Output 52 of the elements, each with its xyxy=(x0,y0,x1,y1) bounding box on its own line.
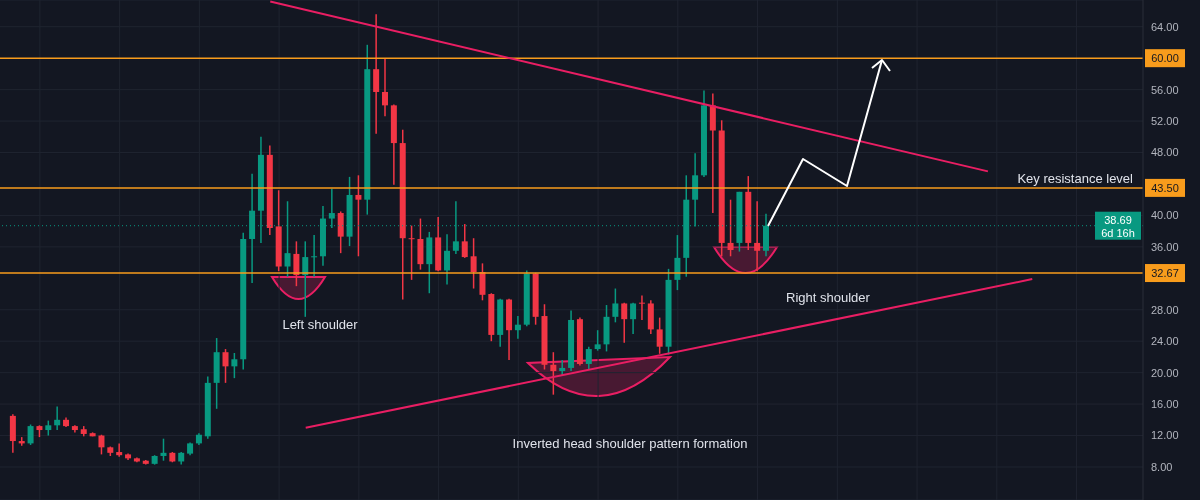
candlestick xyxy=(408,224,415,281)
y-tick-label: 24.00 xyxy=(1151,335,1179,348)
y-tick-label: 40.00 xyxy=(1151,209,1179,222)
candlestick xyxy=(621,301,628,344)
y-tick-label: 48.00 xyxy=(1151,146,1179,159)
annotation: Left shoulder xyxy=(282,317,359,332)
y-tick-label: 28.00 xyxy=(1151,303,1179,316)
candlestick xyxy=(27,423,34,446)
candlestick xyxy=(54,405,61,431)
candlestick xyxy=(311,234,318,278)
candlestick xyxy=(222,348,229,384)
candlestick xyxy=(630,301,637,335)
candlestick xyxy=(470,237,477,290)
candlestick xyxy=(559,359,566,376)
annotation: Key resistance level xyxy=(1017,171,1134,186)
candlestick xyxy=(461,223,468,259)
candlestick xyxy=(612,287,619,324)
annotation: 6d 16h xyxy=(1101,226,1135,239)
candlestick xyxy=(594,329,601,352)
candlestick xyxy=(373,13,380,135)
y-tick-label: 52.00 xyxy=(1151,114,1179,127)
candlestick xyxy=(160,437,167,462)
y-tick-label: 8.00 xyxy=(1151,460,1173,473)
candlestick xyxy=(355,174,362,258)
annotation: Inverted head shoulder pattern formation xyxy=(512,436,748,451)
candlestick xyxy=(479,262,486,302)
ref-line-label: 32.67 xyxy=(1151,267,1179,280)
y-tick-label: 64.00 xyxy=(1151,20,1179,33)
candlestick xyxy=(337,210,344,254)
candlestick xyxy=(727,198,734,258)
candlestick xyxy=(231,352,238,379)
candlestick xyxy=(674,234,681,291)
y-tick-label: 56.00 xyxy=(1151,83,1179,96)
ref-line-label: 60.00 xyxy=(1151,52,1179,65)
candlestick xyxy=(293,240,300,287)
candlestick xyxy=(550,351,557,396)
candlestick xyxy=(382,57,388,118)
candlestick xyxy=(656,316,663,355)
candlestick xyxy=(444,233,451,286)
candlestick xyxy=(116,442,123,458)
ref-line-label: 43.50 xyxy=(1151,181,1179,194)
ref-line-label: 38.69 xyxy=(1104,213,1132,226)
candlestick xyxy=(754,200,761,272)
candlestick xyxy=(514,315,521,340)
y-tick-label: 16.00 xyxy=(1151,397,1179,410)
y-tick-label: 36.00 xyxy=(1151,240,1179,253)
y-tick-label: 20.00 xyxy=(1151,366,1179,379)
candlestick xyxy=(585,345,592,371)
annotation: Right shoulder xyxy=(786,290,871,305)
candlestick xyxy=(638,294,645,321)
y-tick-label: 12.00 xyxy=(1151,429,1179,442)
candlestick xyxy=(98,434,105,456)
